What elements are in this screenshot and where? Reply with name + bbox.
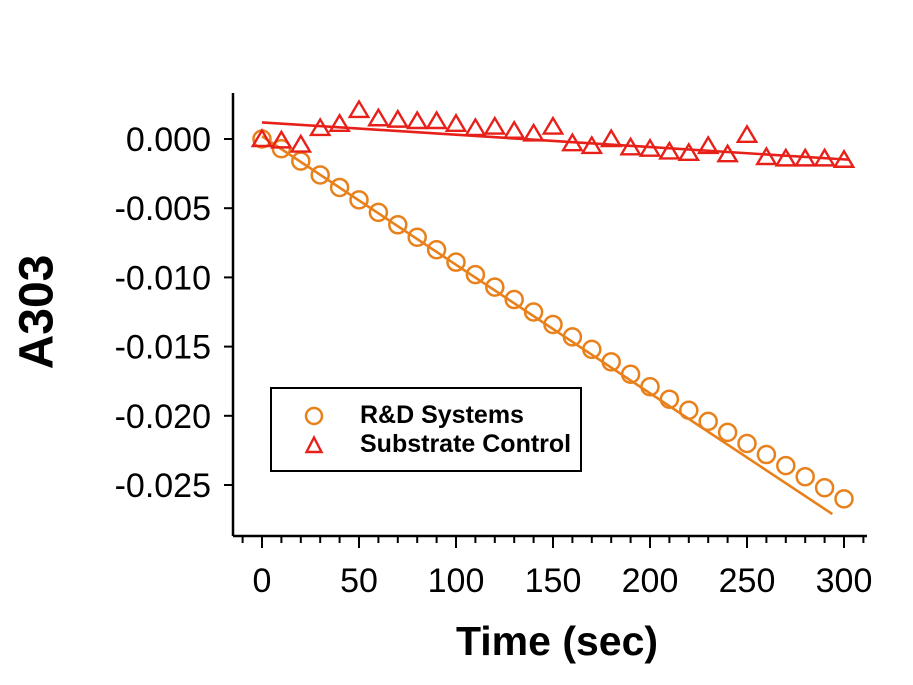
data-point-circle (407, 227, 427, 248)
circle-marker-icon (304, 406, 324, 425)
data-point-triangle (793, 147, 817, 167)
data-point-triangle (328, 112, 351, 132)
data-point-triangle (832, 148, 856, 168)
data-point-triangle (270, 129, 293, 149)
data-point-circle (271, 138, 292, 159)
data-point-triangle (464, 117, 487, 137)
data-point-triangle (425, 110, 448, 130)
y-tick-label: -0.005 (115, 190, 211, 228)
data-point-triangle (522, 122, 545, 142)
data-point-circle (814, 478, 835, 498)
data-point-triangle (580, 135, 604, 155)
data-point-triangle (619, 136, 642, 156)
data-point-circle (504, 289, 524, 310)
data-point-triangle (599, 128, 623, 148)
data-point-circle (329, 177, 350, 198)
data-point-triangle (638, 137, 662, 157)
data-point-triangle (347, 99, 371, 119)
data-point-triangle (250, 128, 274, 148)
data-point-triangle (289, 133, 313, 153)
x-tick-label: 150 (525, 562, 582, 600)
data-point-triangle (367, 107, 390, 127)
data-point-triangle (444, 112, 468, 132)
x-tick-label: 300 (816, 562, 873, 600)
data-point-circle (485, 277, 505, 297)
data-point-circle (717, 422, 738, 443)
data-point-circle (737, 433, 757, 454)
y-tick-label: -0.015 (115, 329, 211, 367)
data-point-circle (349, 190, 369, 210)
data-point-circle (523, 302, 544, 322)
y-axis-title: A303 (10, 254, 64, 370)
x-tick-label: 50 (340, 562, 378, 600)
legend-label-rd-systems: R&D Systems (360, 401, 524, 429)
data-point-triangle (658, 140, 681, 160)
x-tick-label: 0 (253, 562, 272, 600)
x-tick-label: 200 (622, 562, 679, 600)
data-point-circle (543, 314, 563, 335)
data-point-triangle (308, 117, 332, 137)
y-tick-label: -0.020 (115, 398, 211, 436)
data-point-triangle (813, 147, 836, 167)
data-point-circle (426, 239, 447, 260)
data-point-triangle (755, 146, 778, 166)
data-point-circle (388, 215, 408, 235)
series-substrate-control (250, 99, 856, 168)
data-point-circle (776, 455, 796, 476)
series-r-d-systems (252, 129, 854, 516)
data-point-circle (795, 466, 815, 487)
data-point-circle (582, 339, 602, 360)
data-point-circle (562, 327, 583, 347)
data-point-triangle (502, 119, 526, 139)
x-tick-label: 250 (719, 562, 776, 600)
data-point-circle (368, 202, 389, 223)
data-point-circle (465, 264, 486, 285)
data-point-circle (310, 165, 330, 185)
axes: 0.000 -0.005 -0.010 -0.015 -0.020 -0.025 0 50 10… (115, 93, 873, 600)
fit-line (261, 121, 850, 162)
data-point-triangle (696, 135, 720, 155)
legend-item-rd-systems: R&D Systems (272, 401, 580, 430)
data-point-triangle (716, 143, 739, 163)
fit-line (261, 135, 834, 516)
legend-label-substrate-control: Substrate Control (360, 430, 572, 458)
data-point-triangle (677, 141, 701, 162)
data-point-circle (640, 376, 660, 397)
data-point-circle (679, 400, 699, 421)
data-point-circle (698, 411, 718, 432)
data-point-triangle (735, 123, 759, 144)
data-point-triangle (561, 132, 584, 152)
y-tick-label: 0.000 (126, 121, 211, 159)
legend-item-substrate-control: Substrate Control (272, 430, 580, 459)
data-point-circle (446, 252, 466, 272)
x-tick-label: 100 (428, 562, 485, 600)
data-point-triangle (541, 115, 565, 135)
data-point-circle (834, 489, 854, 509)
data-point-circle (659, 389, 680, 409)
data-point-circle (620, 364, 641, 385)
x-axis-title: Time (sec) (455, 618, 659, 664)
data-point-triangle (386, 108, 410, 128)
data-point-triangle (774, 147, 798, 167)
data-point-circle (601, 352, 621, 372)
triangle-marker-icon (304, 434, 324, 453)
data-point-circle (756, 444, 777, 465)
legend: R&D Systems Substrate Control (270, 387, 582, 472)
y-tick-label: -0.010 (115, 259, 211, 297)
y-tick-label: -0.025 (115, 467, 211, 505)
data-point-triangle (483, 115, 507, 135)
data-point-triangle (405, 110, 429, 130)
